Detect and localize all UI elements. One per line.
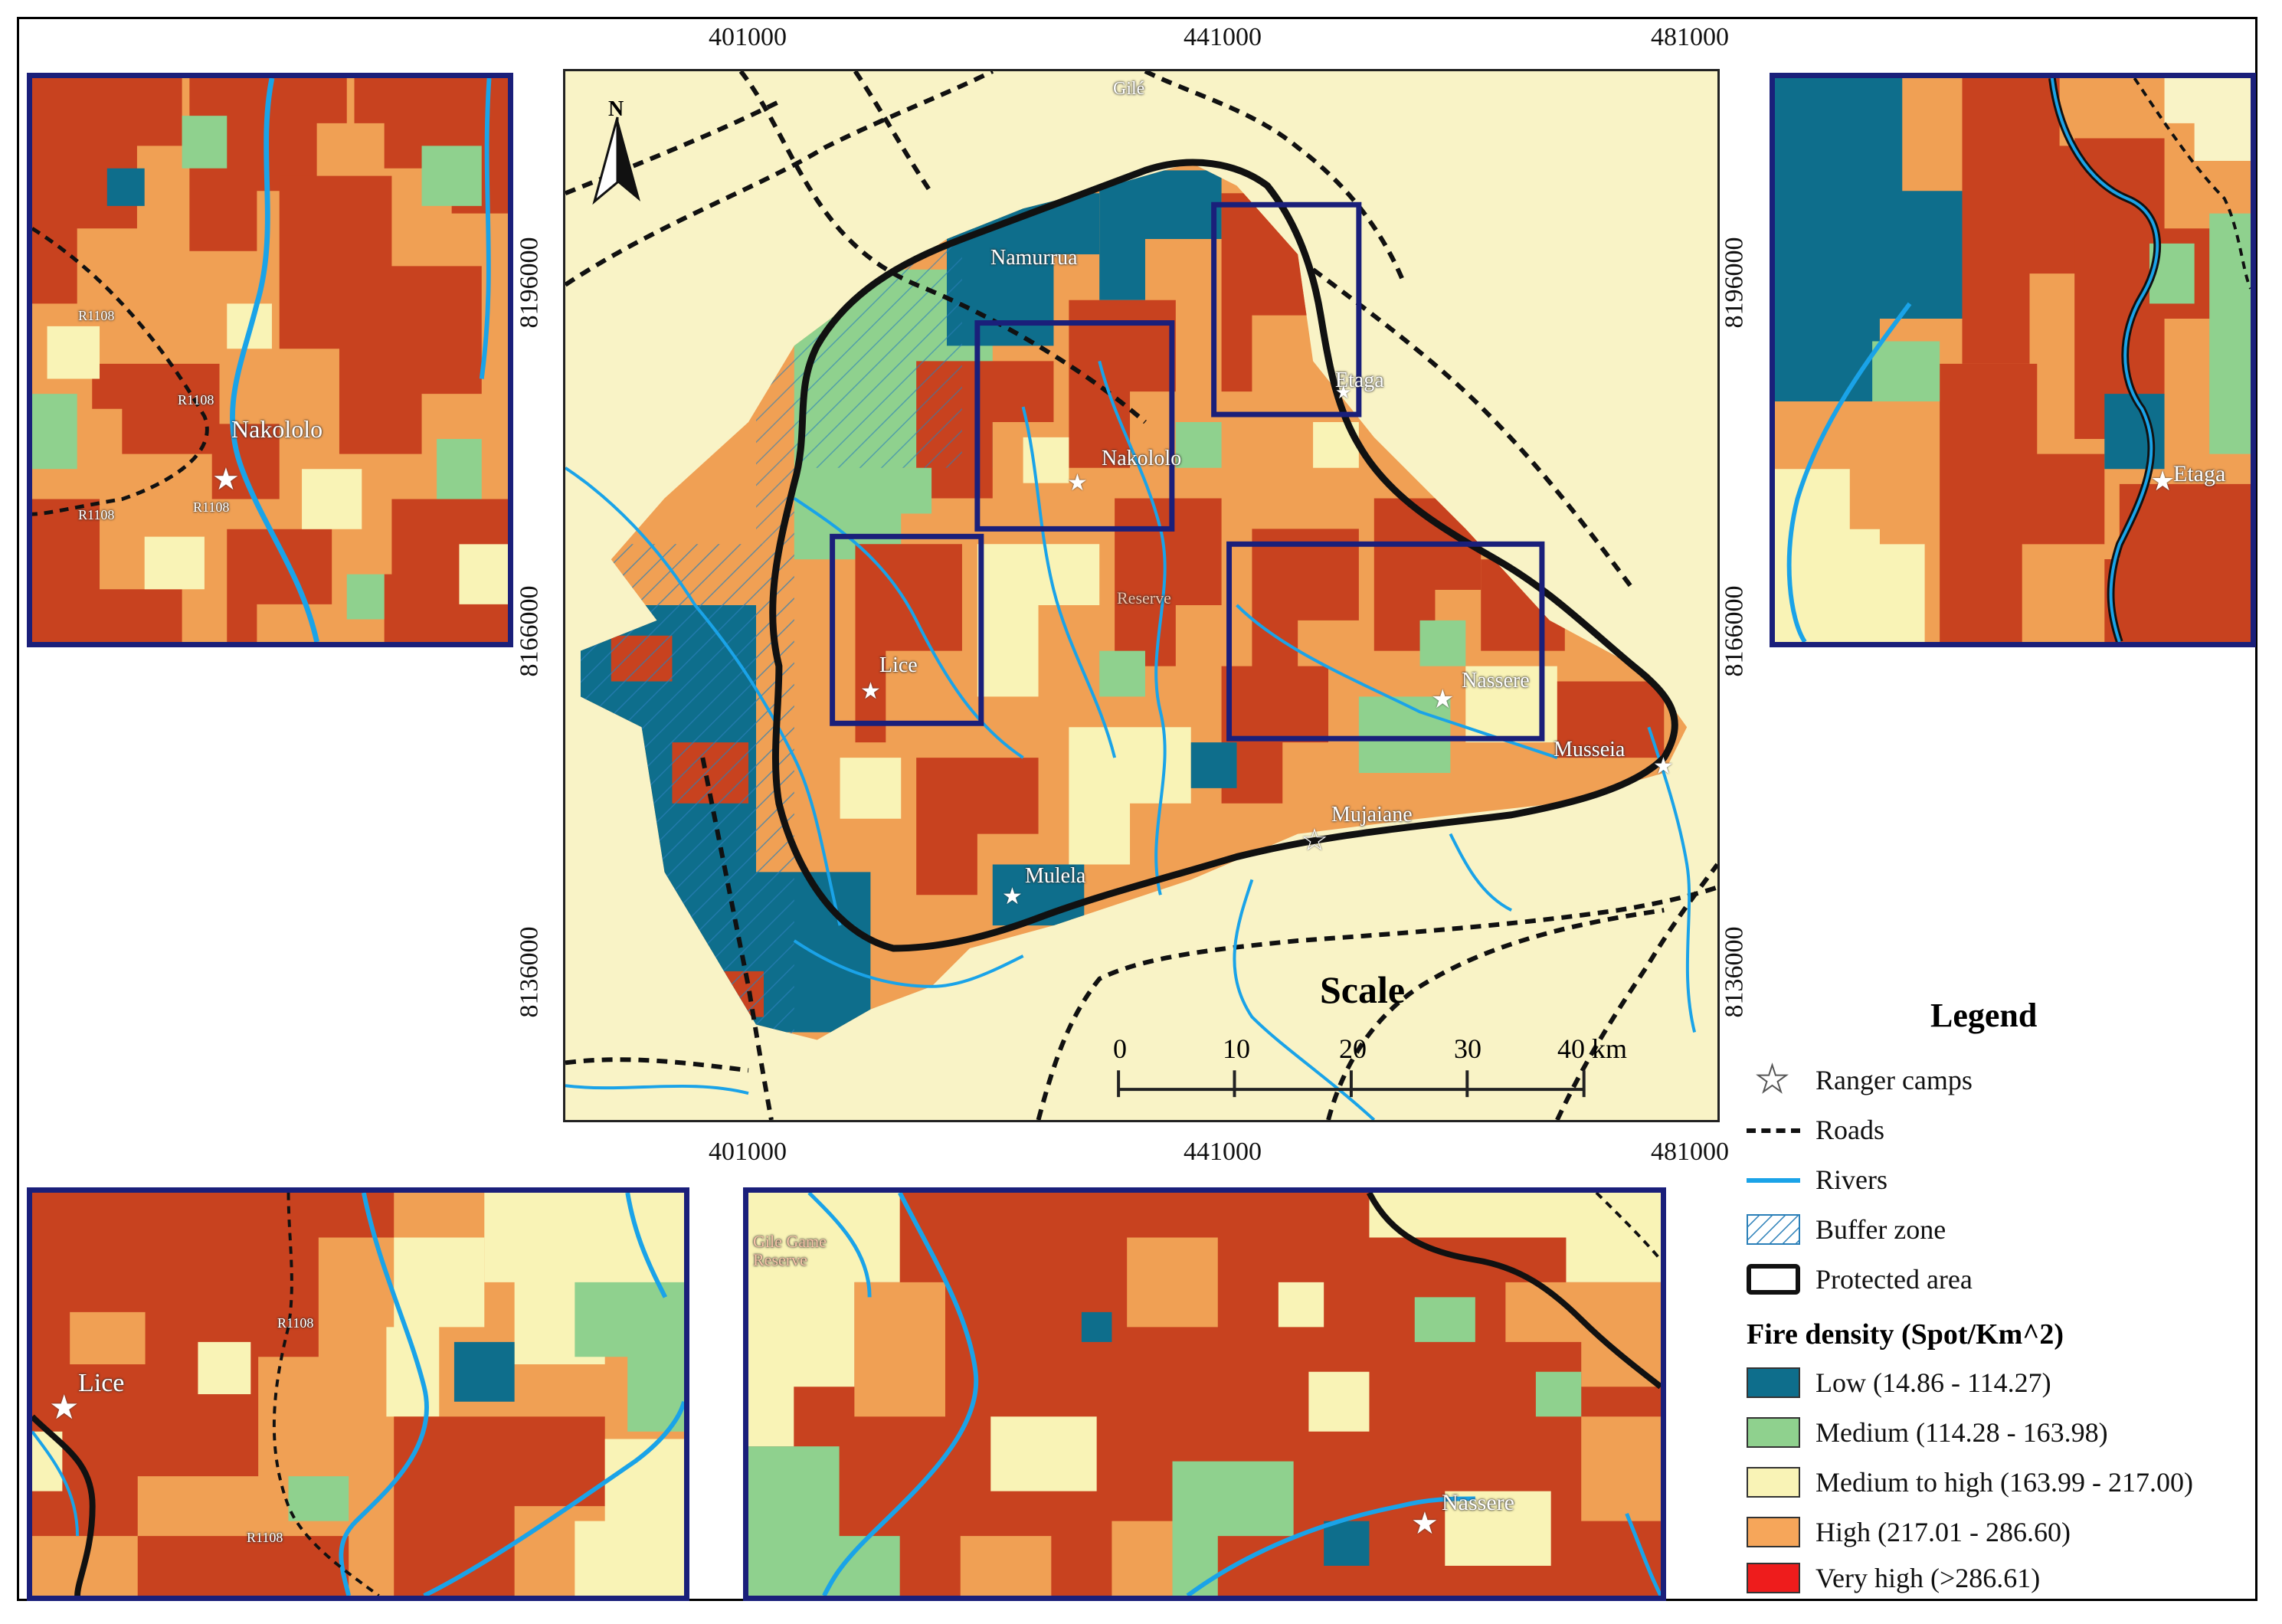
legend-label: Buffer zone <box>1815 1214 1946 1245</box>
y-tick-right: 8196000 <box>1720 237 1749 329</box>
place-namurrua: Namurrua <box>990 246 1078 270</box>
swatch <box>1747 1367 1800 1398</box>
fire-density-title: Fire density (Spot/Km^2) <box>1747 1318 2064 1351</box>
road-line-icon <box>1747 1115 1800 1145</box>
main-map: N Gilé Namurrua Etaga Nakololo Reserve L… <box>563 69 1720 1122</box>
place-lice: Lice <box>879 653 918 677</box>
inset-place-label: Nassere <box>1442 1490 1514 1515</box>
ranger-camp-star-icon: ★ <box>49 1389 80 1426</box>
y-tick-left: 8136000 <box>515 926 544 1018</box>
inset-road-label: R1108 <box>193 499 230 515</box>
legend-label: Rivers <box>1815 1164 1887 1195</box>
x-tick-bottom: 401000 <box>709 1138 787 1166</box>
legend-item-rivers: Rivers <box>1747 1161 1887 1199</box>
legend-item-roads: Roads <box>1747 1111 1884 1149</box>
swatch <box>1747 1563 1800 1593</box>
inset-etaga-raster <box>1775 78 2251 642</box>
inset-road-label: R1108 <box>78 308 115 323</box>
legend-item-ranger-camps: ★ Ranger camps <box>1747 1061 1973 1099</box>
hatch-swatch-icon <box>1747 1214 1800 1245</box>
ranger-camp-star-icon: ★ <box>1411 1506 1439 1541</box>
legend-class-very-high: Very high (>286.61) <box>1747 1559 2040 1597</box>
swatch <box>1747 1467 1800 1498</box>
scale-label: 30 <box>1454 1033 1481 1064</box>
legend-label: Ranger camps <box>1815 1065 1973 1095</box>
inset-road-label: R1108 <box>178 392 214 408</box>
star-icon: ★ <box>1755 1059 1789 1100</box>
y-tick-left: 8196000 <box>515 237 544 329</box>
place-mujaiane: Mujaiane <box>1331 803 1413 827</box>
place-nakololo: Nakololo <box>1102 447 1182 470</box>
place-etaga: Etaga <box>1335 368 1384 392</box>
ranger-camp-star-icon: ★ <box>1067 470 1088 496</box>
legend-label: High (217.01 - 286.60) <box>1815 1517 2071 1547</box>
inset-reserve-label: Gile Game Reserve <box>753 1232 827 1269</box>
legend-label: Very high (>286.61) <box>1815 1563 2041 1593</box>
scale-label: 20 <box>1339 1033 1367 1064</box>
legend-class-high: High (217.01 - 286.60) <box>1747 1513 2071 1551</box>
legend-label: Medium (114.28 - 163.98) <box>1815 1417 2108 1448</box>
ranger-camp-star-icon: ★ <box>1653 754 1674 779</box>
north-arrow-icon: N <box>579 97 656 217</box>
ranger-camp-star-icon: ★ <box>212 462 240 496</box>
legend-class-low: Low (14.86 - 114.27) <box>1747 1364 2051 1402</box>
x-tick-top: 401000 <box>709 23 787 51</box>
x-tick-bottom: 441000 <box>1184 1138 1262 1166</box>
ranger-camp-star-icon: ★ <box>2150 466 2176 496</box>
legend: Legend ★ Ranger camps Roads Rivers Buffe… <box>1739 981 2260 1593</box>
inset-place-label: Nakololo <box>231 415 323 443</box>
swatch <box>1747 1517 1800 1547</box>
inset-nakololo-raster <box>32 78 508 642</box>
ranger-camp-star-icon: ★ <box>1002 884 1023 909</box>
inset-etaga: Etaga ★ <box>1770 73 2256 647</box>
legend-label: Roads <box>1815 1115 1884 1145</box>
inset-road-label: R1108 <box>277 1315 314 1331</box>
inset-road-label: R1108 <box>247 1530 283 1545</box>
legend-class-medium-high: Medium to high (163.99 - 217.00) <box>1747 1463 2193 1501</box>
place-reserve: Reserve <box>1117 588 1171 607</box>
scale-label: 0 <box>1113 1033 1127 1064</box>
legend-title: Legend <box>1930 997 2038 1034</box>
river-line-icon <box>1747 1164 1800 1195</box>
ranger-camp-star-icon: ☆ <box>1301 823 1328 857</box>
scale-title: Scale <box>1320 968 1406 1011</box>
place-musseia: Musseia <box>1554 738 1626 761</box>
legend-label: Medium to high (163.99 - 217.00) <box>1815 1467 2193 1498</box>
x-tick-top: 481000 <box>1651 23 1729 51</box>
swatch <box>1747 1417 1800 1448</box>
outline-box-icon <box>1747 1264 1800 1295</box>
inset-road-label: R1108 <box>78 507 115 522</box>
legend-item-buffer-zone: Buffer zone <box>1747 1210 1946 1249</box>
x-tick-bottom: 481000 <box>1651 1138 1729 1166</box>
inset-nakololo: Nakololo R1108 R1108 R1108 R1108 ★ <box>27 73 513 647</box>
ranger-camp-star-icon: ★ <box>1335 383 1352 403</box>
place-gile: Gilé <box>1113 79 1145 99</box>
scale-label: 40 km <box>1557 1033 1628 1064</box>
legend-class-medium: Medium (114.28 - 163.98) <box>1747 1413 2108 1452</box>
x-tick-top: 441000 <box>1184 23 1262 51</box>
ranger-camp-star-icon: ★ <box>1431 686 1455 714</box>
y-tick-right: 8166000 <box>1720 585 1749 677</box>
legend-item-protected-area: Protected area <box>1747 1260 1973 1298</box>
main-map-raster <box>565 71 1717 1120</box>
legend-label: Protected area <box>1815 1264 1973 1295</box>
place-nassere: Nassere <box>1462 669 1530 692</box>
inset-nassere: Nassere Gile Game Reserve ★ <box>743 1187 1666 1601</box>
inset-lice-raster <box>32 1193 684 1596</box>
scale-label: 10 <box>1223 1033 1250 1064</box>
place-mulela: Mulela <box>1025 864 1086 888</box>
inset-nassere-raster <box>748 1193 1661 1596</box>
y-tick-left: 8166000 <box>515 585 544 677</box>
inset-place-label: Etaga <box>2173 461 2226 486</box>
ranger-camp-star-icon: ★ <box>860 679 881 704</box>
legend-label: Low (14.86 - 114.27) <box>1815 1367 2051 1398</box>
north-label: N <box>608 97 624 121</box>
inset-place-label: Lice <box>78 1369 125 1397</box>
inset-lice: Lice R1108 R1108 ★ <box>27 1187 689 1601</box>
